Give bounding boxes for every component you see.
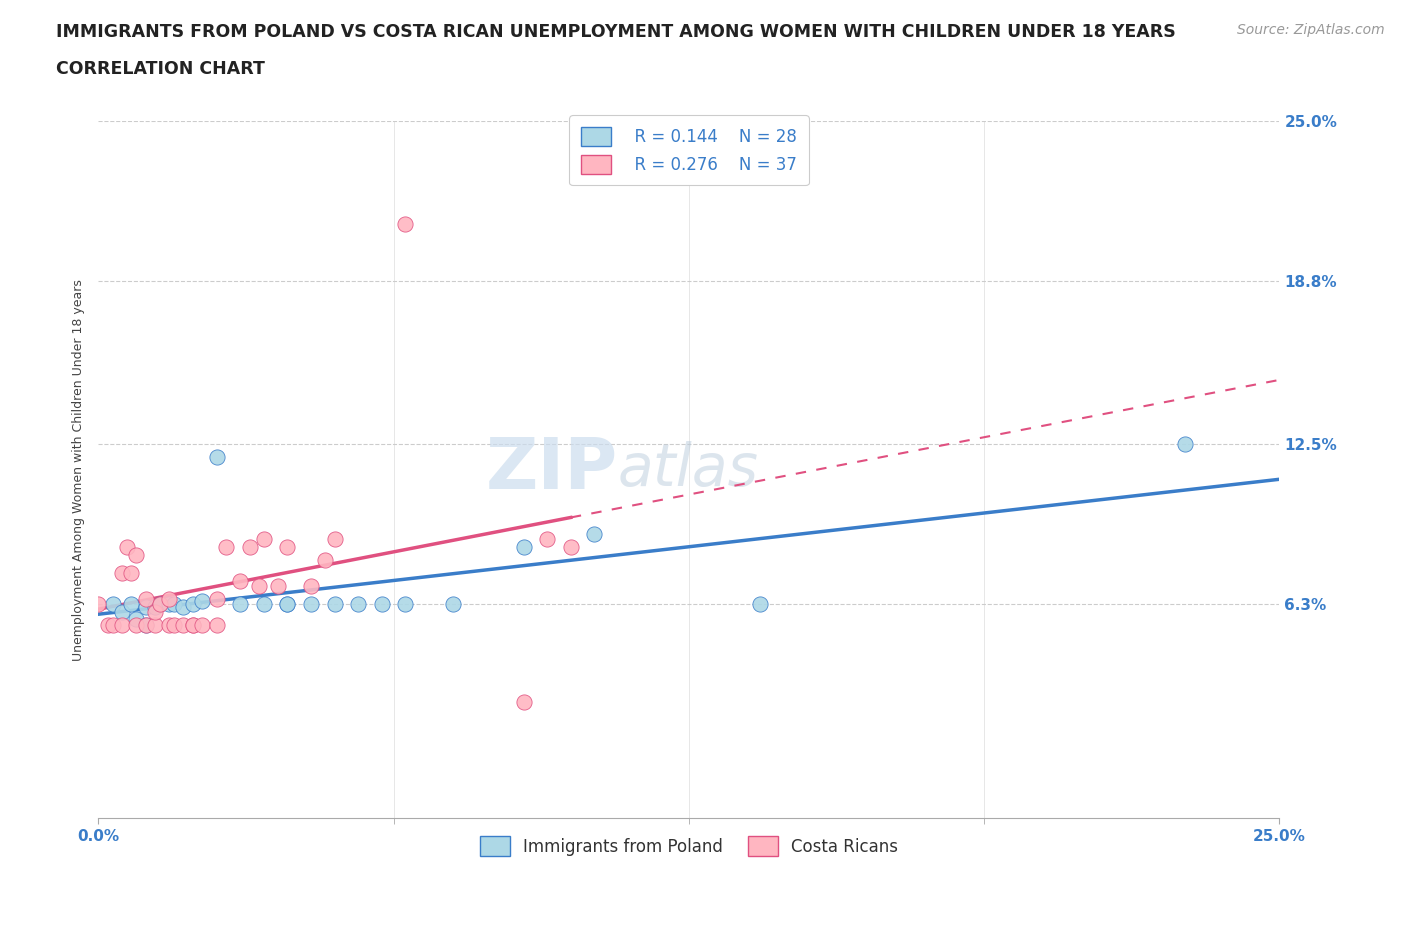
- Point: [172, 599, 194, 614]
- Point: [143, 618, 166, 632]
- Point: [583, 526, 606, 541]
- Point: [229, 596, 252, 611]
- Point: [229, 573, 252, 588]
- Point: [143, 604, 166, 619]
- Point: [143, 599, 166, 614]
- Point: [111, 618, 134, 632]
- Point: [97, 618, 120, 632]
- Point: [247, 578, 270, 593]
- Point: [394, 217, 416, 232]
- Point: [239, 539, 262, 554]
- Point: [299, 596, 322, 611]
- Point: [205, 449, 228, 464]
- Text: ZIP: ZIP: [486, 435, 619, 504]
- Point: [205, 618, 228, 632]
- Point: [149, 596, 172, 611]
- Point: [371, 596, 394, 611]
- Point: [157, 618, 180, 632]
- Text: CORRELATION CHART: CORRELATION CHART: [56, 60, 266, 78]
- Point: [191, 594, 214, 609]
- Point: [111, 565, 134, 580]
- Point: [125, 612, 148, 627]
- Text: Source: ZipAtlas.com: Source: ZipAtlas.com: [1237, 23, 1385, 37]
- Point: [87, 596, 110, 611]
- Point: [135, 591, 157, 606]
- Point: [135, 618, 157, 632]
- Point: [135, 618, 157, 632]
- Point: [512, 539, 534, 554]
- Point: [253, 596, 276, 611]
- Point: [149, 596, 172, 611]
- Point: [536, 532, 558, 547]
- Point: [267, 578, 290, 593]
- Point: [512, 695, 534, 710]
- Legend: Immigrants from Poland, Costa Ricans: Immigrants from Poland, Costa Ricans: [472, 830, 905, 862]
- Point: [157, 591, 180, 606]
- Point: [441, 596, 464, 611]
- Text: atlas: atlas: [619, 441, 759, 498]
- Point: [101, 618, 124, 632]
- Point: [121, 565, 143, 580]
- Y-axis label: Unemployment Among Women with Children Under 18 years: Unemployment Among Women with Children U…: [72, 279, 86, 660]
- Point: [172, 618, 194, 632]
- Point: [163, 618, 186, 632]
- Point: [163, 596, 186, 611]
- Point: [560, 539, 582, 554]
- Point: [253, 532, 276, 547]
- Point: [191, 618, 214, 632]
- Point: [181, 596, 204, 611]
- Point: [121, 596, 143, 611]
- Point: [323, 532, 346, 547]
- Point: [299, 578, 322, 593]
- Point: [101, 596, 124, 611]
- Point: [135, 599, 157, 614]
- Point: [157, 596, 180, 611]
- Point: [394, 596, 416, 611]
- Point: [111, 604, 134, 619]
- Point: [125, 618, 148, 632]
- Point: [181, 618, 204, 632]
- Point: [205, 591, 228, 606]
- Point: [323, 596, 346, 611]
- Point: [276, 539, 298, 554]
- Point: [276, 596, 298, 611]
- Point: [181, 618, 204, 632]
- Point: [1174, 436, 1197, 451]
- Point: [748, 596, 770, 611]
- Point: [125, 548, 148, 563]
- Point: [314, 552, 336, 567]
- Point: [215, 539, 238, 554]
- Point: [115, 539, 138, 554]
- Point: [347, 596, 370, 611]
- Point: [276, 596, 298, 611]
- Text: IMMIGRANTS FROM POLAND VS COSTA RICAN UNEMPLOYMENT AMONG WOMEN WITH CHILDREN UND: IMMIGRANTS FROM POLAND VS COSTA RICAN UN…: [56, 23, 1175, 41]
